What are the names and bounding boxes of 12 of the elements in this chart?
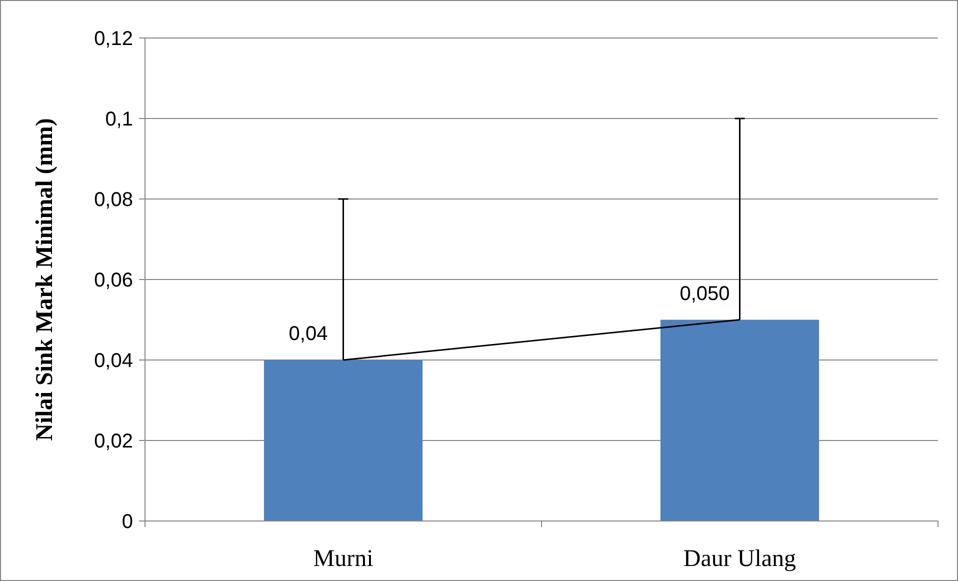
y-tick-label: 0,12	[94, 28, 133, 50]
y-tick-label: 0,06	[94, 270, 133, 292]
x-tick-label: Murni	[313, 546, 374, 572]
y-tick-label: 0,08	[94, 189, 133, 211]
x-tick-label: Daur Ulang	[683, 546, 796, 572]
data-label: 0,050	[680, 282, 730, 305]
data-label: 0,04	[288, 323, 328, 345]
y-tick-label: 0	[122, 511, 133, 533]
y-tick-label: 0,02	[94, 430, 133, 452]
y-tick-label: 0,04	[94, 350, 133, 372]
y-tick-label: 0,1	[105, 108, 133, 130]
y-axis-title: Nilai Sink Mark Minimal (mm)	[32, 118, 58, 441]
